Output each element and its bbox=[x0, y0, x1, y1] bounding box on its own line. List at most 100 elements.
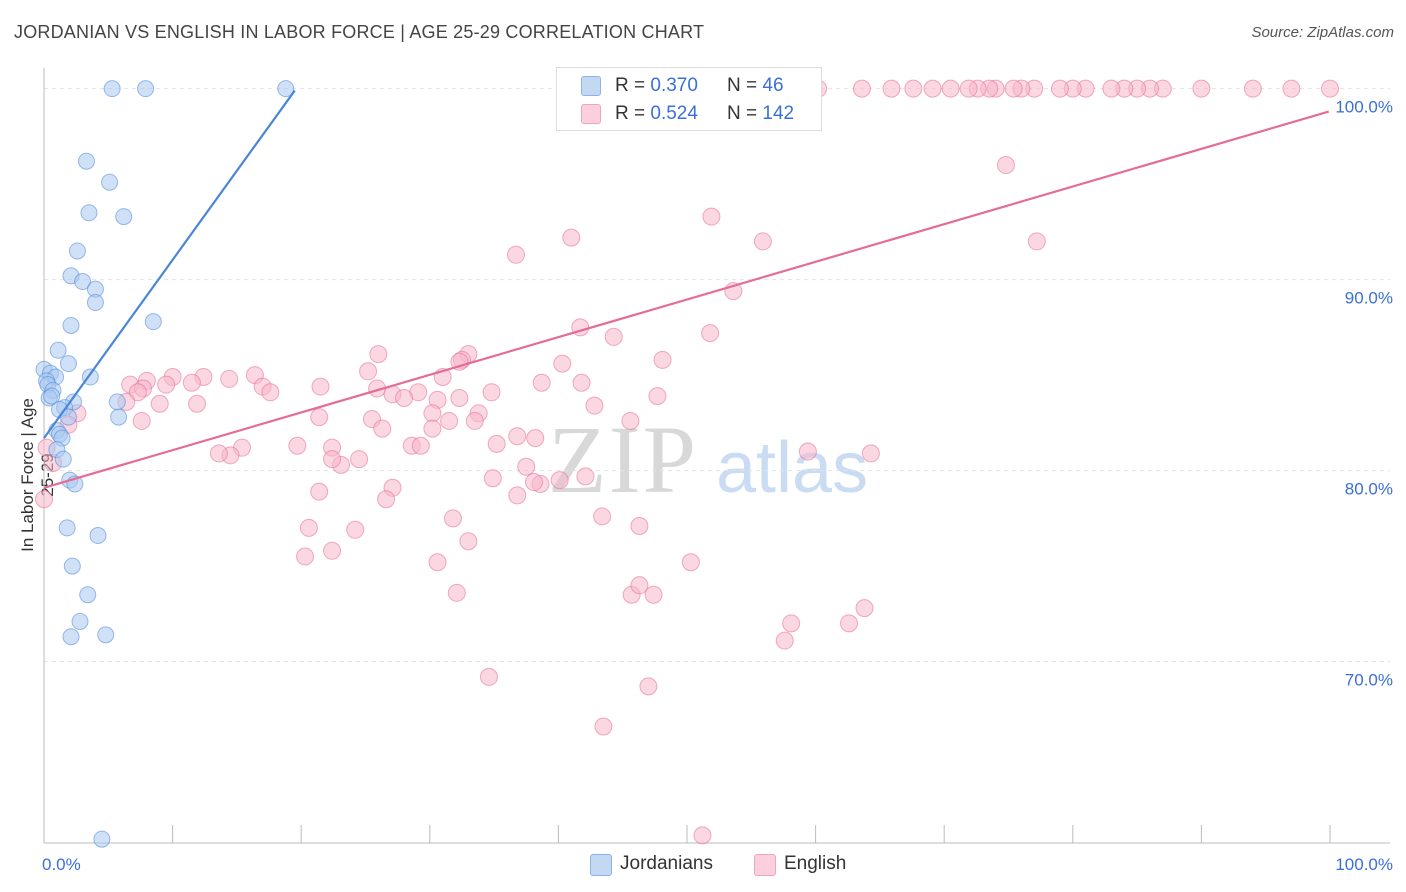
data-point bbox=[310, 482, 329, 501]
jordanians-swatch bbox=[590, 854, 612, 876]
data-point bbox=[188, 394, 207, 413]
bottom-legend: Jordanians English bbox=[0, 851, 1406, 877]
gridlines bbox=[44, 88, 1390, 663]
english-swatch bbox=[581, 104, 601, 124]
data-point bbox=[621, 411, 640, 430]
data-point bbox=[630, 576, 649, 595]
data-point bbox=[108, 393, 126, 411]
data-point bbox=[576, 467, 595, 486]
data-point bbox=[323, 450, 342, 469]
data-point bbox=[553, 354, 572, 373]
data-point bbox=[693, 826, 712, 845]
data-point bbox=[840, 614, 859, 633]
data-point bbox=[89, 527, 107, 545]
data-point bbox=[261, 383, 280, 402]
data-point bbox=[532, 373, 551, 392]
data-point bbox=[1004, 79, 1023, 98]
data-point bbox=[506, 245, 525, 264]
data-point bbox=[648, 387, 667, 406]
data-point bbox=[882, 79, 901, 98]
n-label: N = bbox=[727, 75, 758, 96]
data-point bbox=[702, 207, 721, 226]
data-point bbox=[115, 208, 133, 226]
legend-r-jordanians: R = 0.370 bbox=[615, 74, 698, 98]
data-point bbox=[182, 373, 201, 392]
legend-r-english: R = 0.524 bbox=[615, 102, 698, 126]
data-point bbox=[644, 585, 663, 604]
trendline-english bbox=[43, 110, 1330, 489]
data-point bbox=[653, 350, 672, 369]
data-point bbox=[508, 486, 527, 505]
chart-title: JORDANIAN VS ENGLISH IN LABOR FORCE | AG… bbox=[14, 22, 705, 42]
data-point bbox=[137, 80, 155, 98]
data-point bbox=[58, 519, 76, 537]
data-point bbox=[43, 387, 61, 405]
data-point bbox=[373, 419, 392, 438]
data-point bbox=[959, 79, 978, 98]
data-point bbox=[86, 294, 104, 312]
data-point bbox=[1027, 232, 1046, 251]
data-point bbox=[681, 553, 700, 572]
data-point bbox=[80, 204, 98, 222]
data-point bbox=[62, 628, 80, 646]
r-value-jordanians: 0.370 bbox=[650, 75, 698, 96]
data-point bbox=[550, 471, 569, 490]
jordanians-swatch bbox=[581, 76, 601, 96]
data-point bbox=[296, 547, 315, 566]
data-point bbox=[639, 677, 658, 696]
data-point bbox=[359, 362, 378, 381]
data-point bbox=[79, 586, 97, 604]
data-point bbox=[54, 450, 72, 468]
y-tick-label: 90.0% bbox=[1345, 289, 1393, 308]
data-point bbox=[482, 383, 501, 402]
data-point bbox=[450, 389, 469, 408]
data-point bbox=[350, 450, 369, 469]
data-point bbox=[93, 830, 111, 848]
data-point bbox=[377, 490, 396, 509]
n-value-jordanians: 46 bbox=[762, 75, 784, 96]
data-point bbox=[594, 717, 613, 736]
x-tick-label: 100.0% bbox=[1335, 855, 1393, 874]
data-point bbox=[77, 152, 95, 170]
data-point bbox=[483, 469, 502, 488]
data-point bbox=[508, 427, 527, 446]
data-point bbox=[852, 79, 871, 98]
data-point bbox=[299, 518, 318, 537]
data-point bbox=[753, 232, 772, 251]
data-point bbox=[150, 394, 169, 413]
y-tick-label: 100.0% bbox=[1335, 98, 1393, 117]
data-point bbox=[63, 557, 81, 575]
english-swatch bbox=[754, 854, 776, 876]
data-point bbox=[220, 369, 239, 388]
data-point bbox=[604, 327, 623, 346]
data-point bbox=[782, 614, 801, 633]
data-point bbox=[110, 408, 128, 426]
data-point bbox=[411, 436, 430, 455]
data-point bbox=[904, 79, 923, 98]
data-point bbox=[1192, 79, 1211, 98]
data-point bbox=[1282, 79, 1301, 98]
data-point bbox=[49, 341, 67, 359]
x-tick-label: 0.0% bbox=[42, 855, 81, 874]
data-point bbox=[369, 345, 388, 364]
data-point bbox=[517, 457, 536, 476]
data-point bbox=[861, 444, 880, 463]
data-point bbox=[487, 434, 506, 453]
data-point bbox=[996, 156, 1015, 175]
watermark: ZIP atlas bbox=[548, 406, 868, 513]
data-point bbox=[459, 532, 478, 551]
data-point bbox=[310, 408, 329, 427]
data-point bbox=[97, 626, 115, 644]
data-point bbox=[1243, 79, 1262, 98]
data-point bbox=[311, 377, 330, 396]
data-point bbox=[526, 429, 545, 448]
data-point bbox=[35, 490, 53, 509]
data-point bbox=[798, 442, 817, 461]
r-label: R = bbox=[615, 75, 646, 96]
data-point bbox=[59, 355, 77, 373]
data-point bbox=[71, 612, 89, 630]
data-point bbox=[941, 79, 960, 98]
data-point bbox=[323, 541, 342, 560]
data-point bbox=[1321, 79, 1339, 98]
data-point bbox=[101, 173, 119, 191]
